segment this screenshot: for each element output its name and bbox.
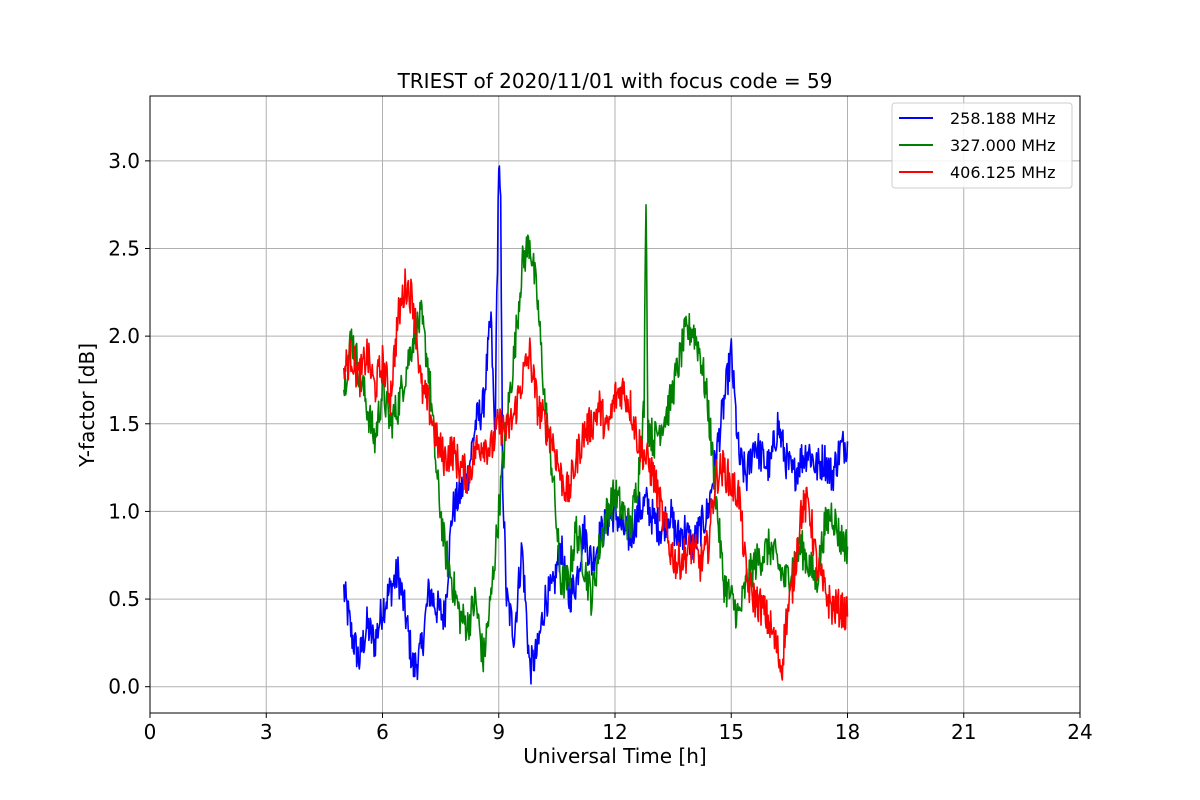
x-tick-label: 6	[376, 720, 389, 744]
legend-label-3: 406.125 MHz	[950, 163, 1055, 182]
chart-title: TRIEST of 2020/11/01 with focus code = 5…	[397, 69, 833, 93]
x-tick-label: 15	[719, 720, 744, 744]
legend-box	[891, 102, 1073, 189]
series-line-2	[343, 204, 849, 673]
legend: 258.188 MHz 327.000 MHz 406.125 MHz	[891, 102, 1073, 189]
series-layer	[343, 165, 849, 685]
legend-label-1: 258.188 MHz	[950, 109, 1055, 128]
x-tick-label: 21	[951, 720, 976, 744]
y-tick-label: 0.5	[108, 587, 140, 611]
x-tick-label: 12	[602, 720, 627, 744]
x-axis-ticks: 0 3 6 9 12 15 18 21 24	[144, 713, 1093, 744]
y-axis-ticks: 0.0 0.5 1.0 1.5 2.0 2.5 3.0	[108, 149, 150, 699]
x-axis-label: Universal Time [h]	[523, 744, 706, 768]
x-tick-label: 9	[492, 720, 505, 744]
series-line-3	[343, 268, 849, 681]
y-tick-label: 1.0	[108, 499, 140, 523]
x-tick-label: 3	[260, 720, 273, 744]
y-tick-label: 0.0	[108, 675, 140, 699]
x-tick-label: 18	[835, 720, 860, 744]
y-tick-label: 2.5	[108, 236, 140, 260]
y-axis-label: Y-factor [dB]	[75, 343, 99, 468]
y-tick-label: 2.0	[108, 324, 140, 348]
y-tick-label: 3.0	[108, 149, 140, 173]
x-tick-label: 24	[1067, 720, 1092, 744]
x-tick-label: 0	[144, 720, 157, 744]
series-line-1	[343, 165, 849, 685]
y-tick-label: 1.5	[108, 412, 140, 436]
legend-label-2: 327.000 MHz	[950, 136, 1055, 155]
